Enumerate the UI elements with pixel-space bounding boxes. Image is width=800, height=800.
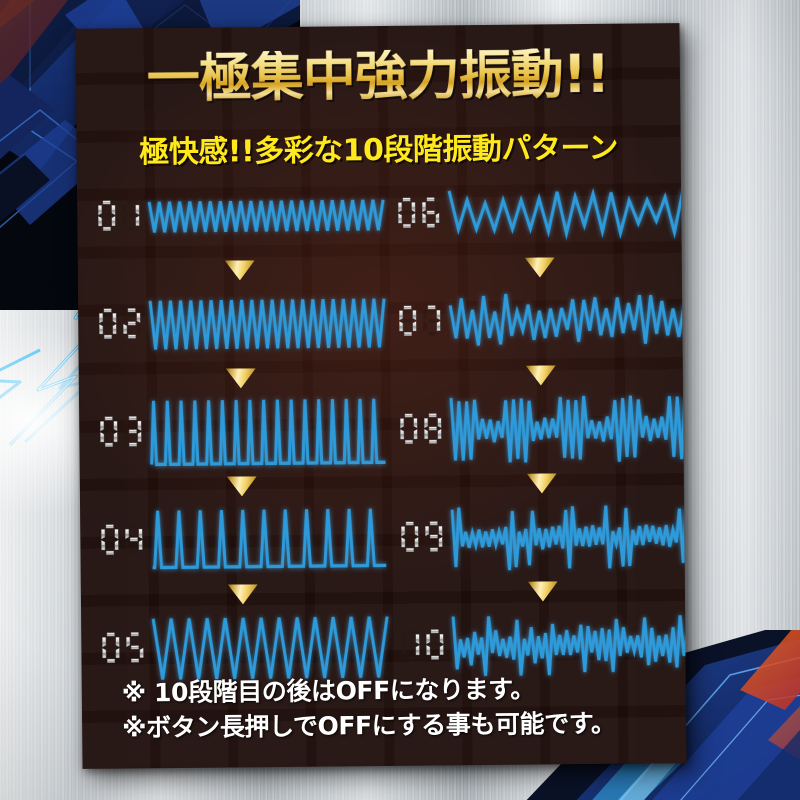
pattern-number-01: [95, 198, 149, 237]
seven-segment-01: [97, 200, 140, 231]
seven-segment-04: [101, 524, 143, 555]
waveform-07: [448, 287, 686, 355]
flow-arrow-04-05: [99, 576, 387, 613]
down-triangle-icon: [526, 365, 556, 385]
pattern-number-07: [396, 303, 450, 342]
pattern-number-03: [97, 414, 151, 453]
vibration-pattern-panel: 一極集中強力振動!! 極快感!!多彩な10段階振動パターン: [75, 23, 687, 769]
pattern-column-right: [395, 175, 687, 684]
pattern-row-09: [398, 499, 687, 576]
flow-arrow-01-02: [96, 252, 384, 289]
seven-segment-02: [98, 308, 141, 339]
down-triangle-icon: [228, 584, 258, 604]
seven-segment-07: [398, 305, 441, 337]
flow-arrow-08-09: [398, 465, 686, 502]
footnote-1: ※ 10段階目の後はOFFになります。: [121, 674, 536, 708]
seven-segment-03: [100, 416, 142, 447]
flow-arrow-06-07: [396, 249, 684, 286]
footnote-2: ※ボタン長押しでOFFにする事も可能です。: [122, 708, 616, 742]
pattern-number-08: [397, 411, 451, 450]
pattern-row-06: [395, 175, 685, 252]
pattern-row-07: [396, 283, 686, 360]
seven-segment-05: [102, 632, 144, 663]
page-subtitle: 極快感!!多彩な10段階振動パターン: [139, 130, 619, 171]
down-triangle-icon: [225, 260, 255, 280]
pattern-row-02: [96, 286, 386, 363]
footnotes: ※ 10段階目の後はOFFになります。 ※ボタン長押しでOFFにする事も可能です…: [122, 671, 663, 745]
waveform-02: [148, 290, 386, 358]
seven-segment-09: [401, 521, 443, 552]
waveform-01: [147, 182, 385, 250]
pattern-number-06: [395, 195, 449, 234]
waveform-06: [447, 179, 685, 247]
pattern-number-10: [399, 627, 453, 666]
pattern-column-left: [95, 178, 389, 687]
waveform-03: [150, 398, 386, 467]
pattern-row-10: [399, 607, 687, 684]
down-triangle-icon: [527, 473, 557, 493]
waveform-08: [449, 395, 687, 463]
waveform-05: [151, 614, 389, 682]
pattern-number-05: [99, 630, 153, 669]
flow-arrow-09-10: [399, 573, 687, 610]
down-triangle-icon: [525, 257, 555, 277]
pattern-number-09: [398, 519, 452, 558]
down-triangle-icon: [226, 368, 256, 388]
page-title: 一極集中強力振動!!: [76, 44, 680, 109]
pattern-row-04: [98, 502, 387, 579]
pattern-row-08: [397, 391, 687, 468]
pattern-number-04: [98, 522, 152, 561]
waveform-09: [450, 503, 687, 571]
flow-arrow-03-04: [98, 468, 386, 505]
seven-segment-10: [402, 629, 444, 660]
pattern-row-03: [97, 394, 386, 471]
seven-segment-06: [397, 197, 440, 229]
down-triangle-icon: [528, 581, 558, 601]
flow-arrow-07-08: [397, 357, 685, 394]
down-triangle-icon: [227, 476, 257, 496]
waveform-04: [152, 506, 387, 574]
pattern-number-02: [96, 306, 150, 345]
flow-arrow-02-03: [97, 360, 385, 397]
waveform-10: [451, 611, 687, 679]
seven-segment-08: [399, 413, 442, 444]
pattern-row-05: [99, 610, 389, 687]
pattern-row-01: [95, 178, 385, 255]
